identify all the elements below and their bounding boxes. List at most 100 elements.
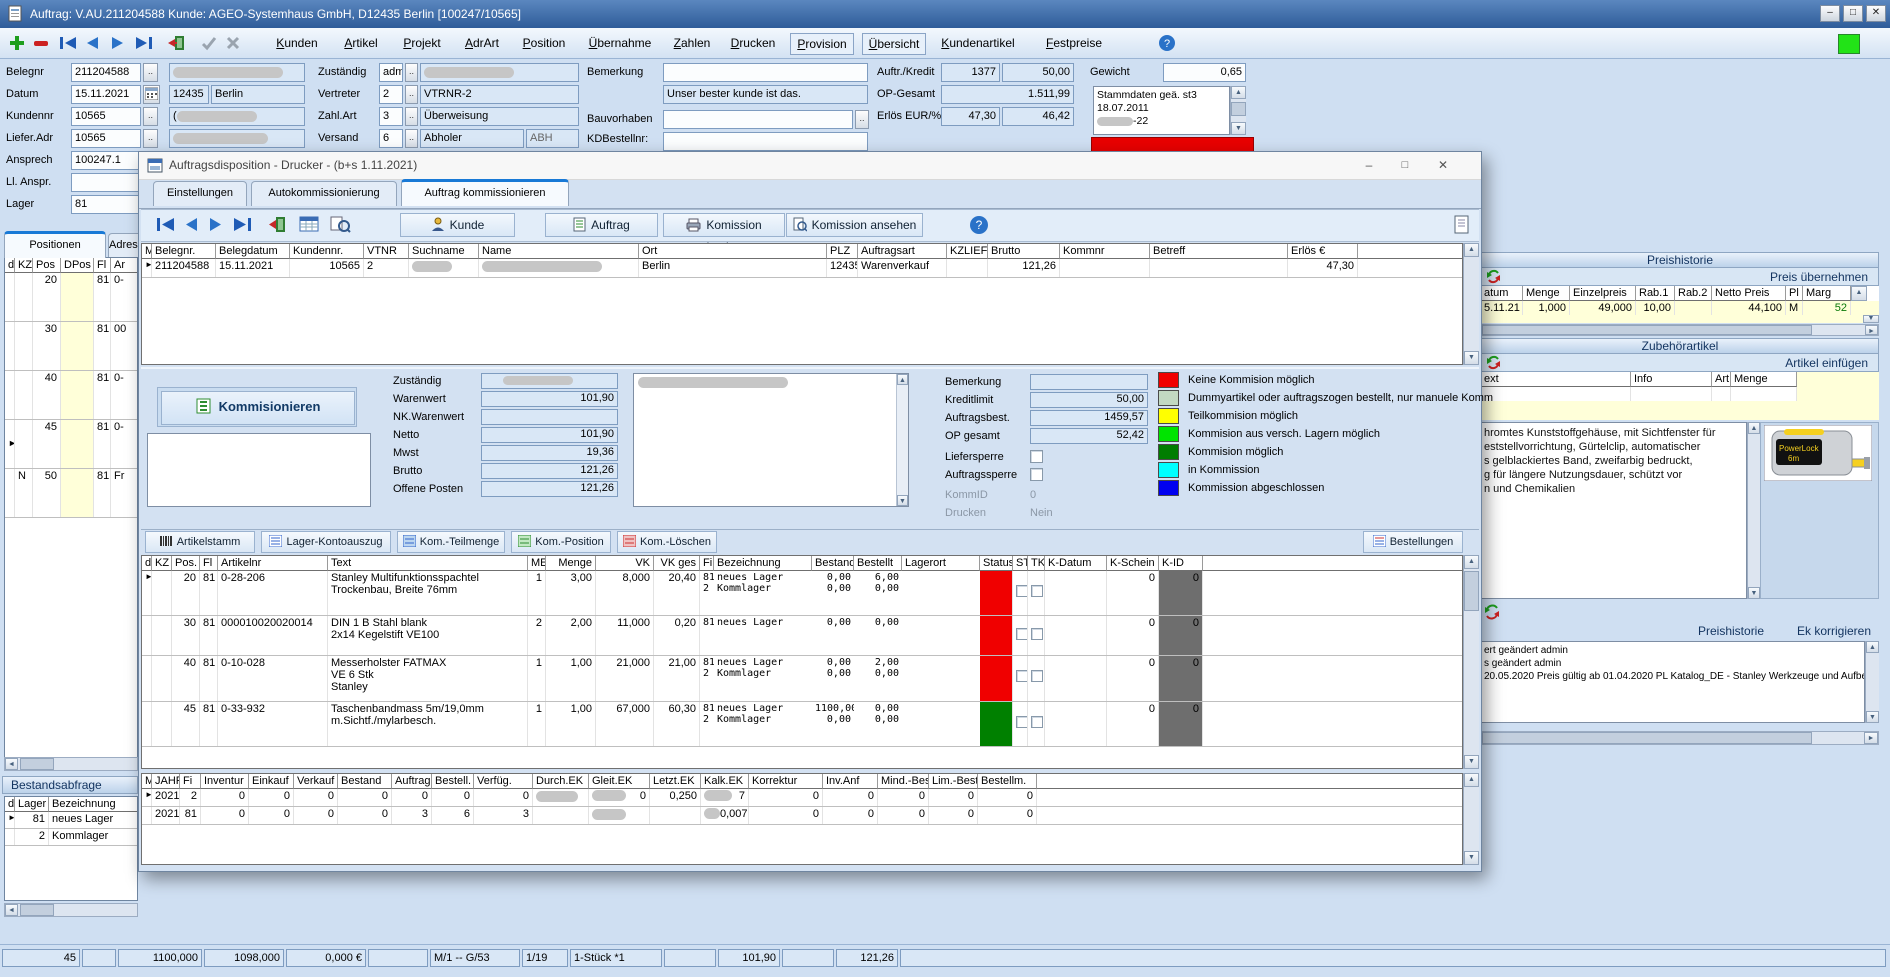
- bauvorhaben-field[interactable]: [663, 110, 853, 129]
- menu-projekt[interactable]: Projekt: [396, 33, 448, 53]
- pos-table-vscrollbar[interactable]: ▲ ▼: [1463, 555, 1479, 769]
- refresh-icon[interactable]: [1486, 269, 1501, 284]
- st-checkbox[interactable]: [1016, 670, 1028, 682]
- tk-checkbox[interactable]: [1031, 628, 1043, 640]
- position-row[interactable]: 40810-: [5, 371, 137, 420]
- versand-code-field[interactable]: 6: [379, 129, 403, 148]
- order-row[interactable]: ► 211204588 15.11.2021 10565 2 Berlin 12…: [142, 259, 1462, 278]
- customer-memo[interactable]: [633, 373, 909, 507]
- auftrag-button[interactable]: Auftrag: [545, 213, 658, 237]
- exit-icon[interactable]: [267, 215, 287, 234]
- nav-prev-icon[interactable]: [84, 35, 102, 51]
- menu-festpreise[interactable]: Festpreise: [1042, 33, 1106, 53]
- menu-position[interactable]: Position: [516, 33, 572, 53]
- belegnr-lookup-button[interactable]: ..: [143, 63, 158, 82]
- log-hscrollbar[interactable]: ►: [1481, 731, 1879, 745]
- tk-checkbox[interactable]: [1031, 585, 1043, 597]
- print-preview-icon[interactable]: [329, 215, 351, 233]
- stats-table-vscrollbar[interactable]: ▲ ▼: [1463, 773, 1479, 865]
- refresh-icon[interactable]: [1486, 355, 1501, 370]
- st-checkbox[interactable]: [1016, 628, 1028, 640]
- dialog-close-button[interactable]: ✕: [1423, 152, 1463, 178]
- vertreter-code-field[interactable]: 2: [379, 85, 403, 104]
- tab-auftrag-kommissionieren[interactable]: Auftrag kommissionieren: [401, 179, 569, 206]
- lager-row[interactable]: ►81neues Lager: [5, 812, 137, 829]
- zahlart-lookup-button[interactable]: ..: [405, 107, 418, 126]
- kundennr-lookup-button[interactable]: ..: [143, 107, 158, 126]
- log-preishistorie-link[interactable]: Preishistorie: [1698, 624, 1764, 638]
- dialog-pos-row[interactable]: 4581 0-33-932 Taschenbandmass 5m/19,0mmm…: [142, 702, 1462, 747]
- lieferadr-field[interactable]: 10565: [71, 129, 141, 148]
- zubehoer-empty-row[interactable]: [1481, 387, 1879, 401]
- window-minimize-button[interactable]: –: [1820, 5, 1840, 22]
- menu-adrart[interactable]: AdrArt: [458, 33, 506, 53]
- menu-artikel[interactable]: Artikel: [336, 33, 386, 53]
- dialog-pos-row[interactable]: ► 2081 0-28-206 Stanley Multifunktionssp…: [142, 571, 1462, 616]
- window-close-button[interactable]: ✕: [1866, 5, 1886, 22]
- menu-zahlen[interactable]: Zahlen: [668, 33, 716, 53]
- ansprech-field[interactable]: 100247.1: [71, 151, 141, 170]
- komission-ansehen-button[interactable]: Komission ansehen: [786, 213, 923, 237]
- menu-kundenartikel[interactable]: Kundenartikel: [934, 33, 1022, 53]
- liefersperre-checkbox[interactable]: [1030, 450, 1043, 463]
- log-vscrollbar[interactable]: ▲ ▼: [1865, 641, 1879, 723]
- preis-row[interactable]: 5.11.21 1,000 49,000 10,00 44,100 M 52: [1481, 301, 1879, 315]
- kundennr-field[interactable]: 10565: [71, 107, 141, 126]
- bestellungen-button[interactable]: Bestellungen: [1363, 531, 1463, 553]
- order-table-vscrollbar[interactable]: ▲ ▼: [1463, 243, 1479, 365]
- lager-row[interactable]: 2Kommlager: [5, 829, 137, 846]
- tab-einstellungen[interactable]: Einstellungen: [153, 181, 247, 206]
- menu-kunden[interactable]: Kunden: [270, 33, 324, 53]
- komission-drucken-button[interactable]: Komission drucken: [663, 213, 785, 237]
- preis-uebernehmen-link[interactable]: Preis übernehmen: [1770, 270, 1868, 284]
- remove-icon[interactable]: [32, 34, 50, 52]
- st-checkbox[interactable]: [1016, 716, 1028, 728]
- dialog-minimize-button[interactable]: –: [1351, 152, 1387, 178]
- ek-korrigieren-link[interactable]: Ek korrigieren: [1797, 624, 1871, 638]
- nav-last-icon[interactable]: [132, 35, 154, 51]
- nav-first-icon[interactable]: [58, 35, 80, 51]
- scroll-down-icon[interactable]: ▼: [1863, 315, 1879, 323]
- dialog-pos-row[interactable]: 3081 000010020020014 DIN 1 B Stahl blank…: [142, 616, 1462, 656]
- help-icon[interactable]: ?: [1158, 34, 1177, 53]
- scroll-up-icon[interactable]: ▲: [1851, 286, 1867, 301]
- help-icon[interactable]: ?: [969, 215, 989, 235]
- stats-row[interactable]: 202181 00 00 36 3 0,007 00 00 0: [142, 807, 1462, 825]
- tab-positionen[interactable]: Positionen: [4, 231, 106, 258]
- memo-scrollbar[interactable]: ▲ ▼: [896, 374, 908, 506]
- vertreter-lookup-button[interactable]: ..: [405, 85, 418, 104]
- tk-checkbox[interactable]: [1031, 716, 1043, 728]
- nav-last-icon[interactable]: [231, 216, 253, 233]
- bauvorhaben-lookup-button[interactable]: ..: [855, 110, 869, 129]
- add-icon[interactable]: [8, 34, 26, 52]
- confirm-icon[interactable]: [200, 35, 218, 51]
- llanspr-field[interactable]: [71, 173, 141, 192]
- kom-teilmenge-button[interactable]: Kom.-Teilmenge: [397, 531, 505, 553]
- dialog-pos-row[interactable]: 4081 0-10-028 Messerholster FATMAXVE 6 S…: [142, 656, 1462, 702]
- zahlart-code-field[interactable]: 3: [379, 107, 403, 126]
- tab-adress[interactable]: Adress: [108, 233, 142, 258]
- st-checkbox[interactable]: [1016, 585, 1028, 597]
- tab-autokommissionierung[interactable]: Autokommissionierung: [251, 181, 397, 206]
- tk-checkbox[interactable]: [1031, 670, 1043, 682]
- menu-uebernahme[interactable]: Übernahme: [582, 33, 658, 53]
- positions-hscrollbar[interactable]: ◄: [4, 757, 138, 771]
- window-maximize-button[interactable]: □: [1843, 5, 1863, 22]
- nav-prev-icon[interactable]: [183, 216, 200, 233]
- calendar-icon[interactable]: [143, 85, 160, 104]
- bestand-hscrollbar[interactable]: ◄: [4, 903, 138, 917]
- position-row[interactable]: 20810-: [5, 273, 137, 322]
- description-scrollbar[interactable]: ▲ ▼: [1747, 422, 1760, 599]
- preis-hscrollbar[interactable]: ►: [1481, 324, 1879, 336]
- nav-next-icon[interactable]: [207, 216, 224, 233]
- cancel-icon[interactable]: [224, 35, 242, 51]
- artikelstamm-button[interactable]: Artikelstamm: [145, 531, 255, 553]
- kunde-button[interactable]: Kunde: [400, 213, 515, 237]
- kommisionieren-button[interactable]: Kommisionieren: [161, 391, 355, 425]
- menu-drucken[interactable]: Drucken: [726, 33, 780, 53]
- kom-position-button[interactable]: Kom.-Position: [511, 531, 611, 553]
- zustaendig-code-field[interactable]: adm: [379, 63, 403, 82]
- refresh-icon[interactable]: [1484, 604, 1500, 620]
- position-row[interactable]: N5081Fr: [5, 469, 137, 518]
- kdbestellnr-field[interactable]: [663, 132, 868, 151]
